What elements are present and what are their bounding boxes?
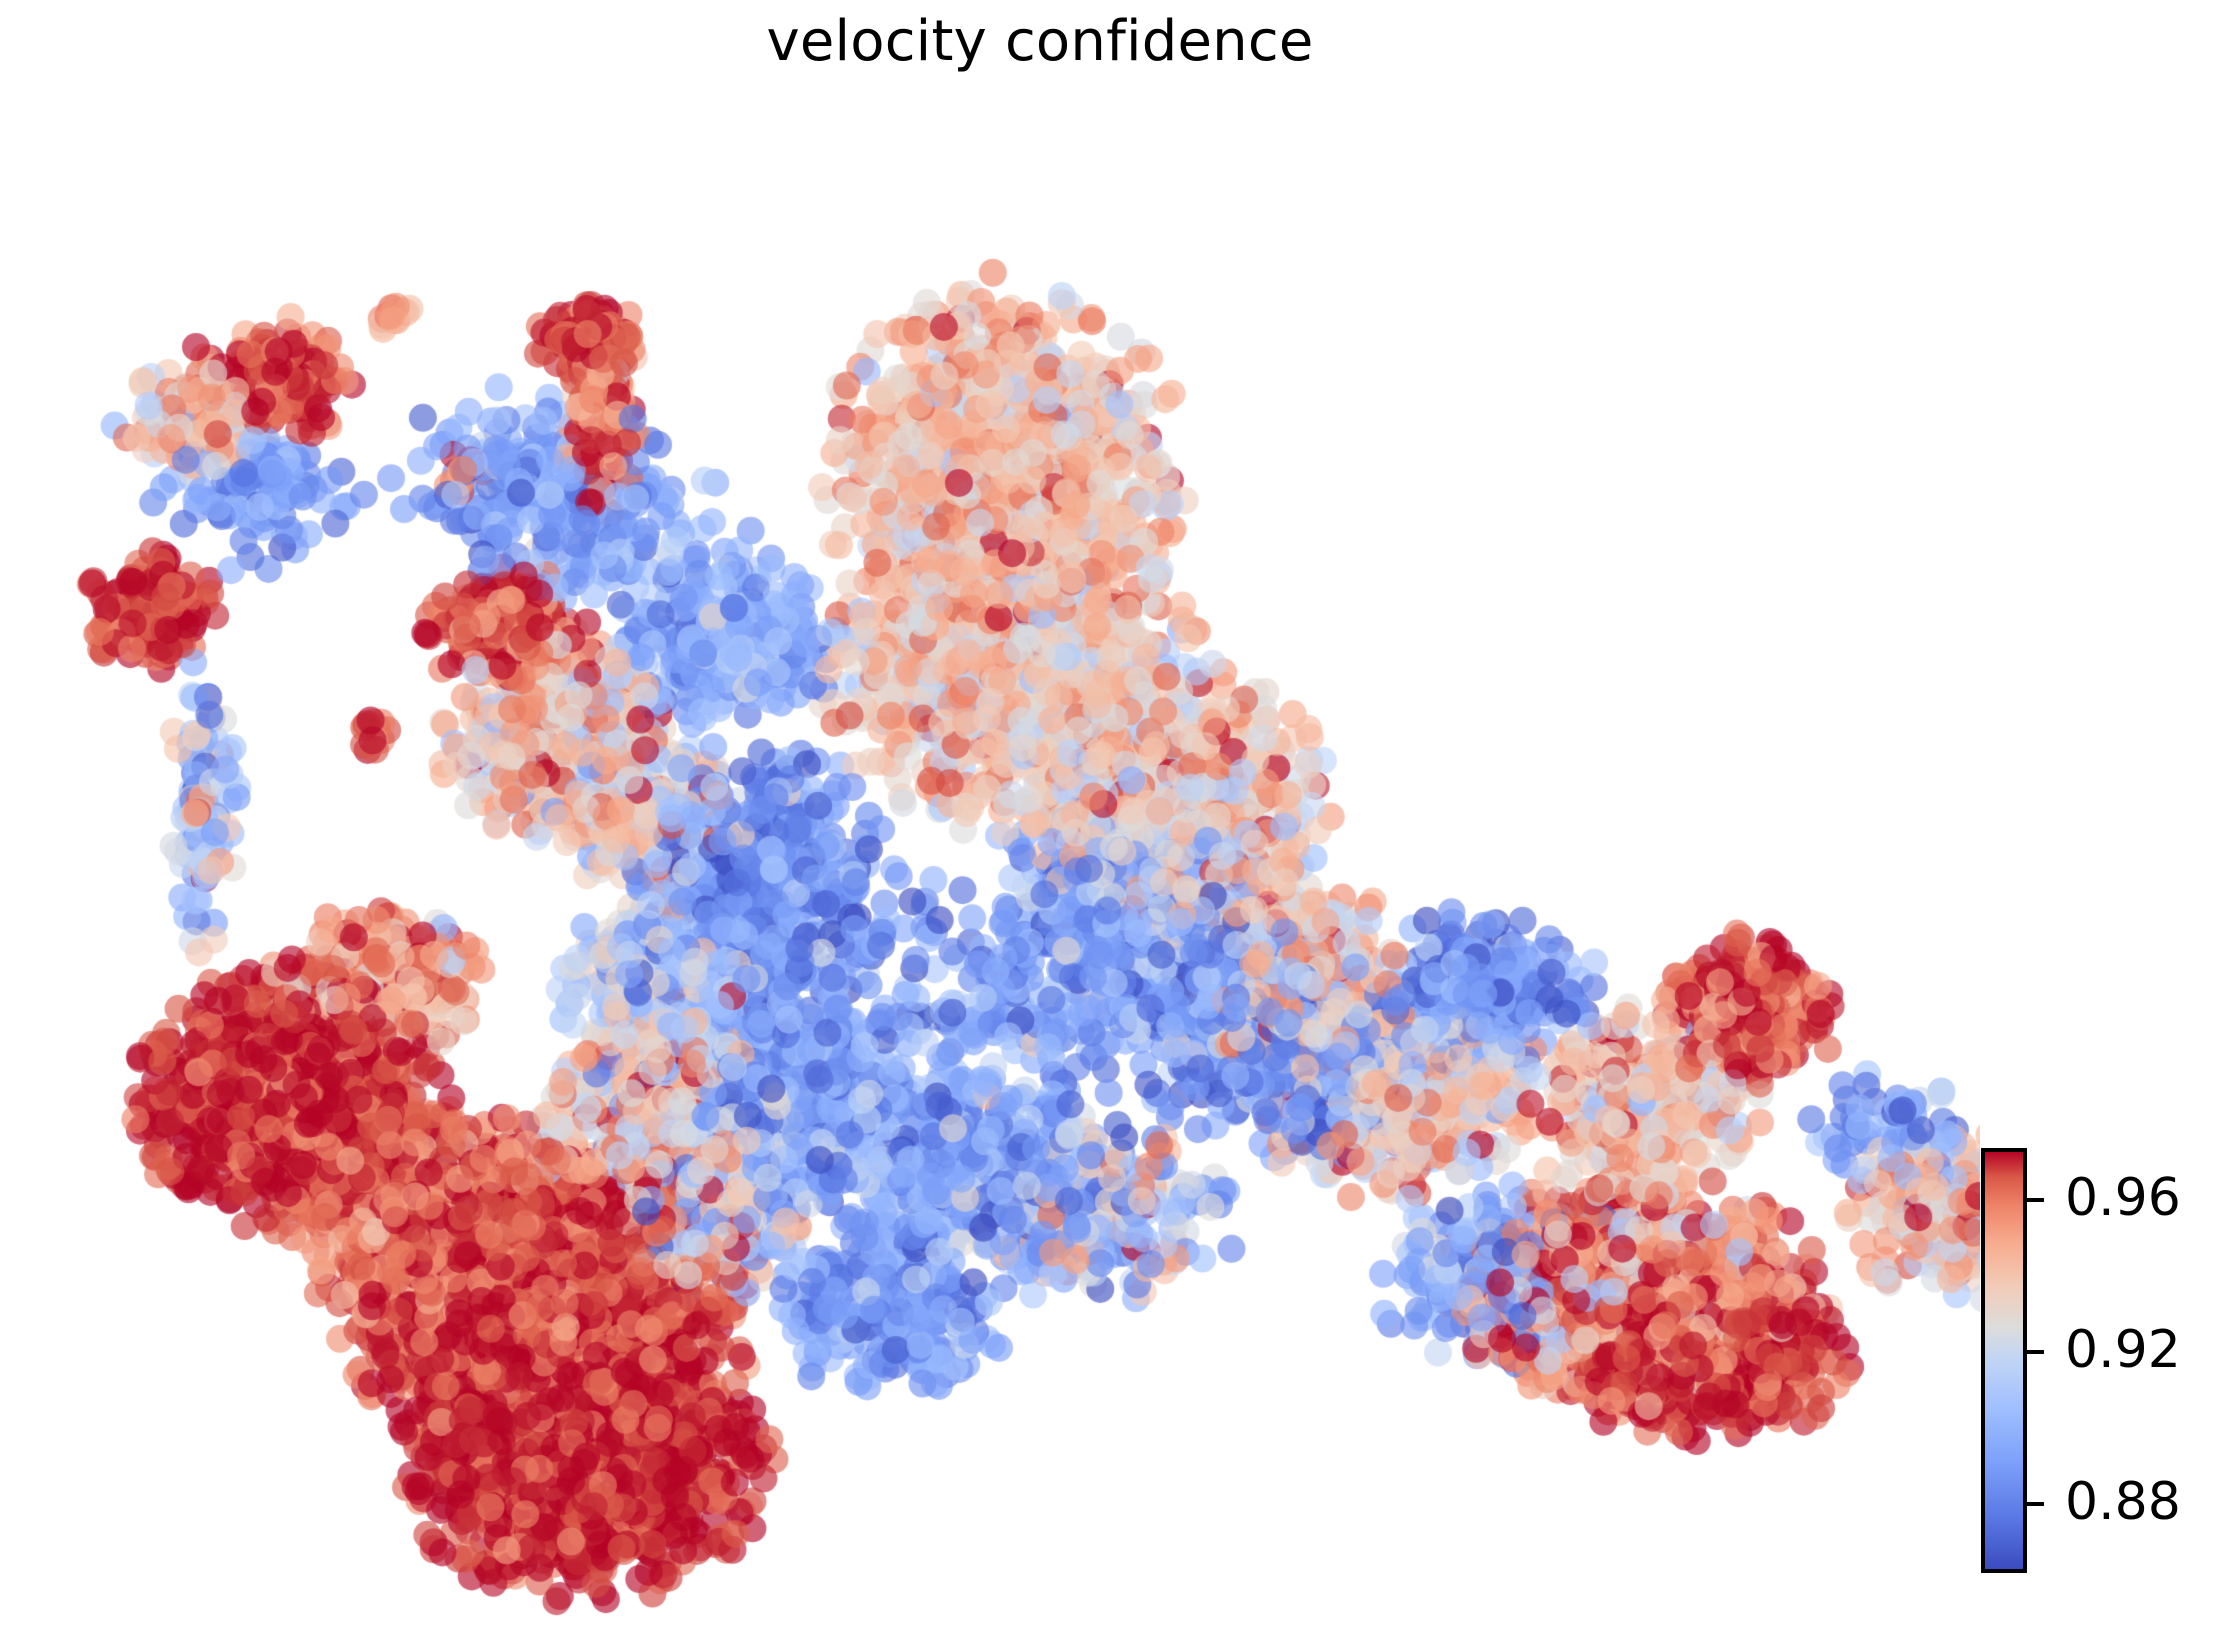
colorbar-tick-label: 0.96 xyxy=(2065,1168,2181,1229)
colorbar-tick-mark xyxy=(2027,1349,2044,1354)
colorbar-tick-group: 0.96 0.92 0.88 xyxy=(1981,1148,2181,1573)
colorbar-gradient xyxy=(1985,1152,2023,1569)
scatter-points-layer xyxy=(0,95,1980,1633)
velocity-confidence-colorbar[interactable] xyxy=(1981,1148,2027,1573)
colorbar-tick-mark xyxy=(2027,1198,2044,1203)
page-title: velocity confidence xyxy=(766,9,1314,74)
colorbar-tick-label: 0.88 xyxy=(2065,1471,2181,1532)
colorbar-tick-label: 0.92 xyxy=(2065,1319,2181,1380)
scatter-plot-axes xyxy=(0,95,1980,1633)
colorbar-tick-mark xyxy=(2027,1501,2044,1506)
